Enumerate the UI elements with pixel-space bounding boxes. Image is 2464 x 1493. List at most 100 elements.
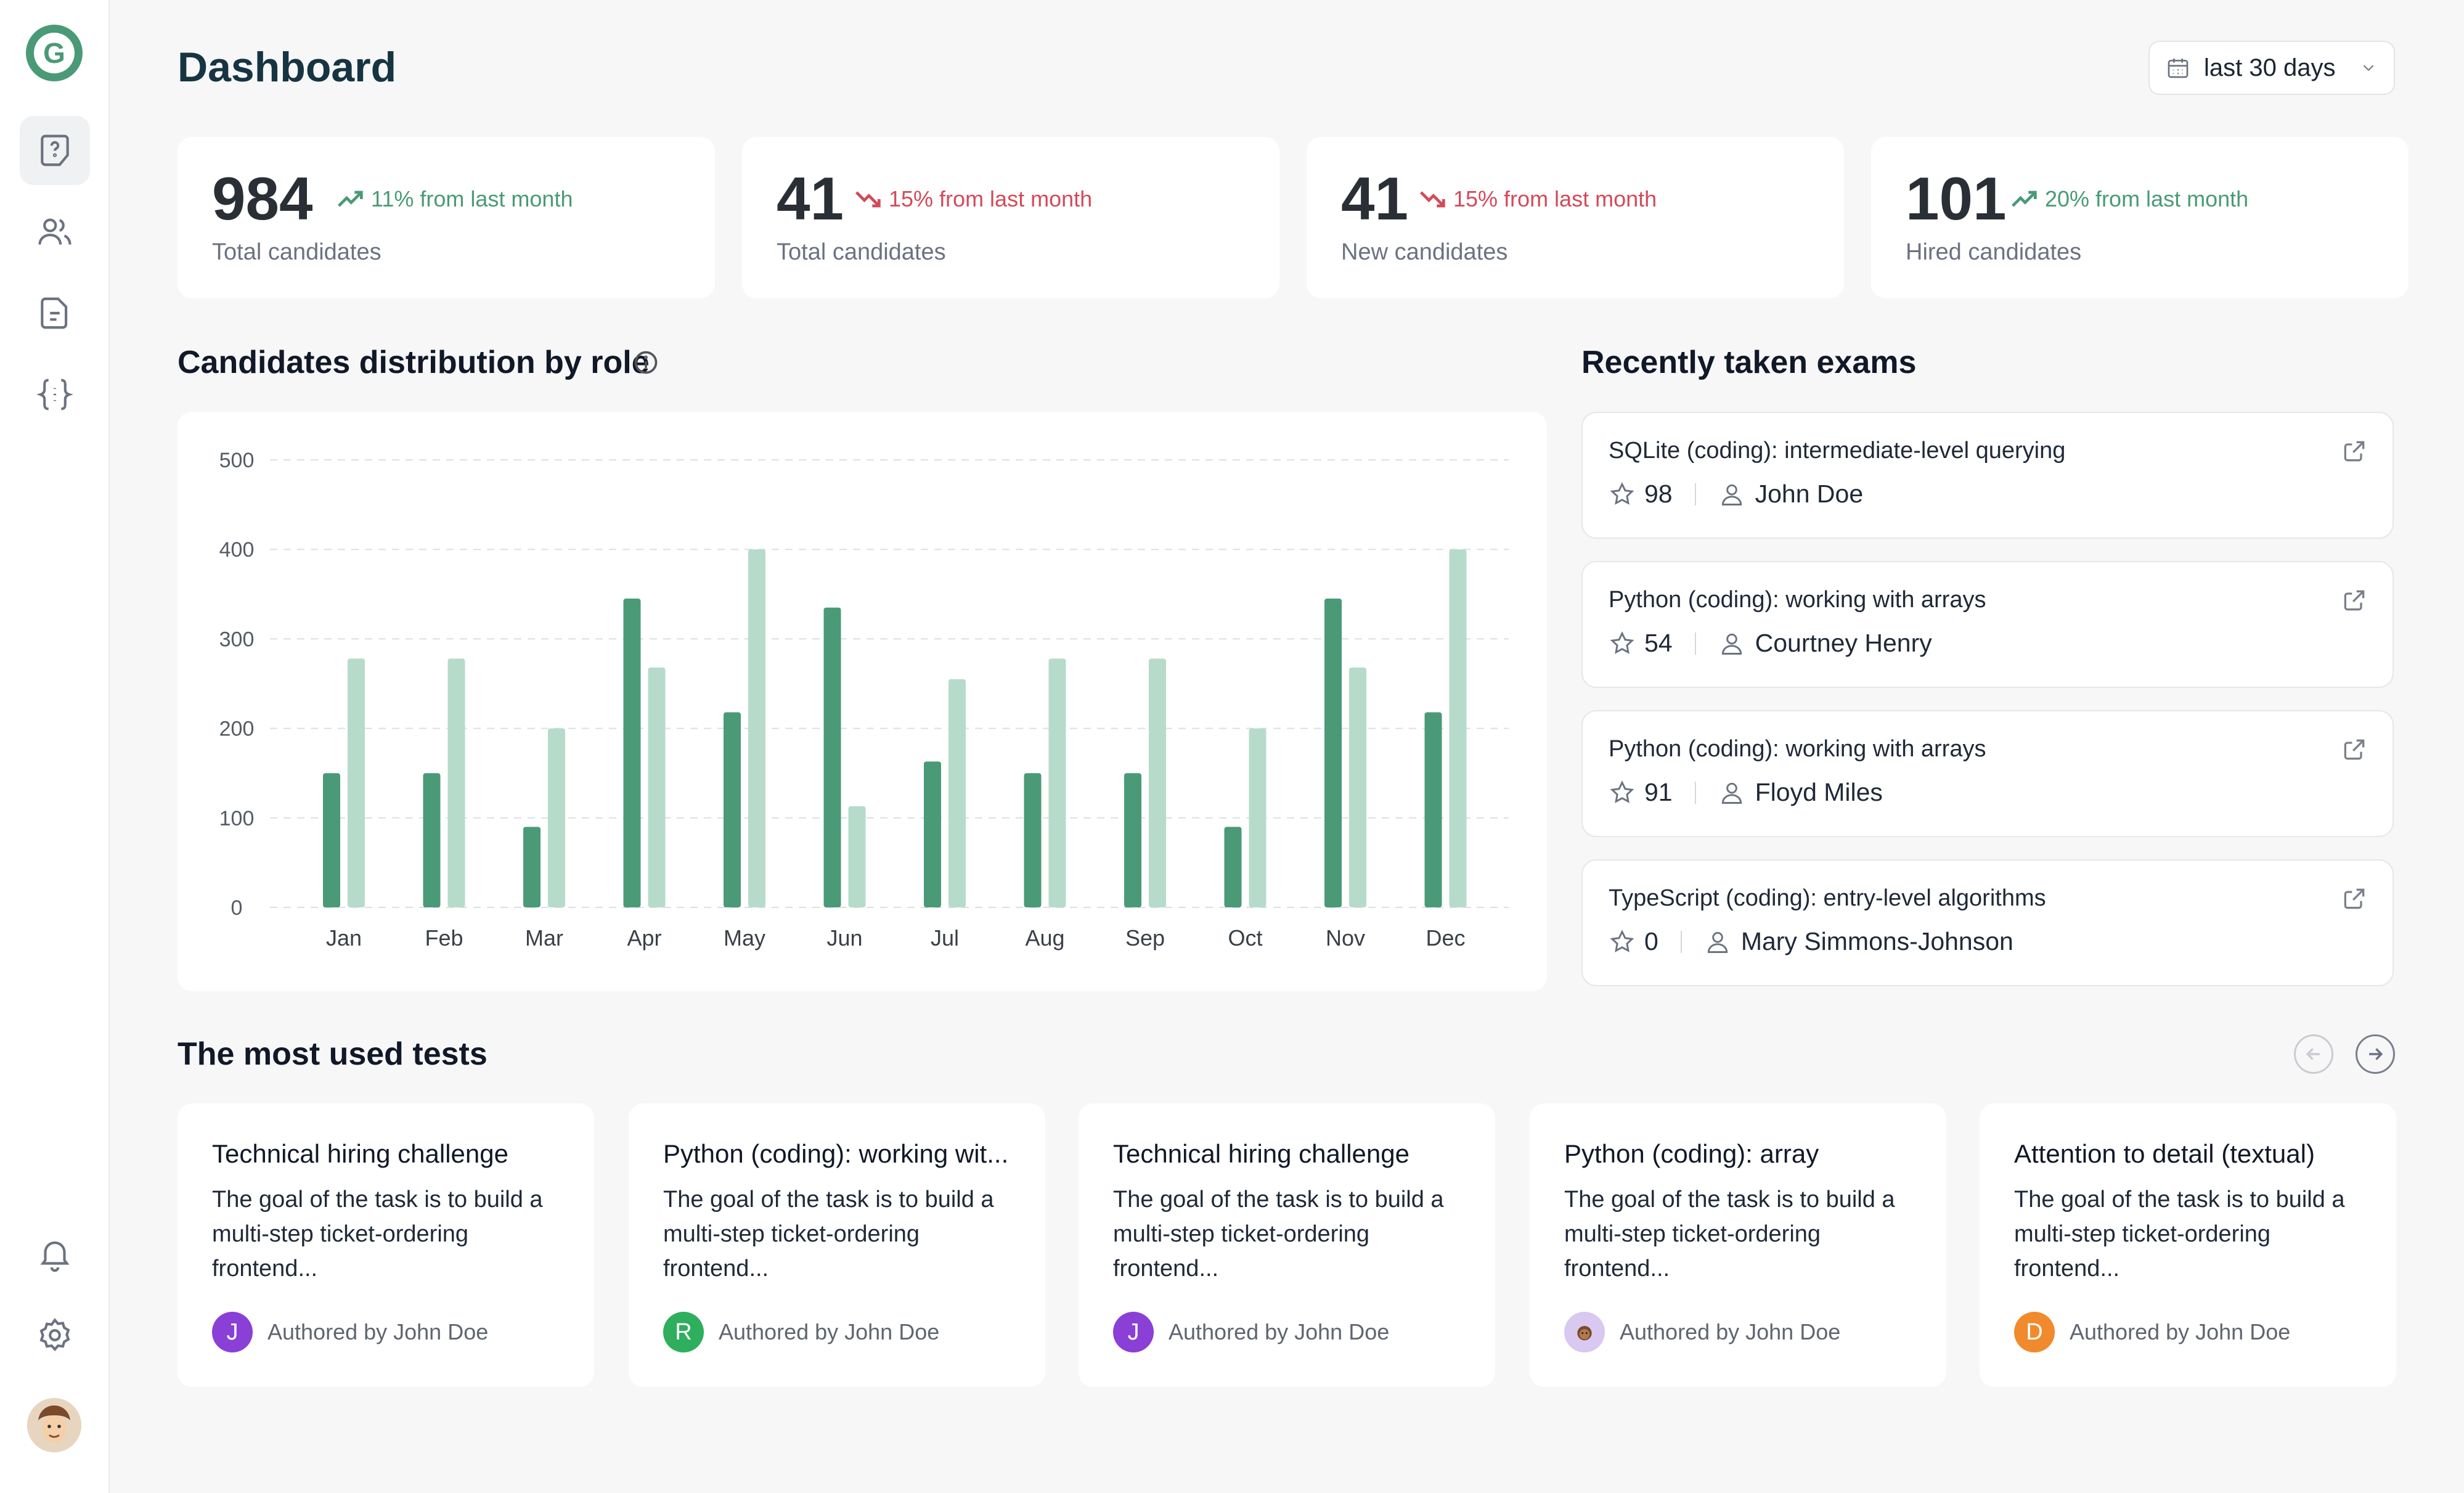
nav-candidates-button[interactable] bbox=[20, 197, 90, 266]
x-tick-label: Feb bbox=[425, 925, 463, 951]
open-exam-button[interactable] bbox=[2341, 885, 2368, 912]
bar bbox=[1449, 549, 1467, 907]
carousel-next-button[interactable] bbox=[2356, 1034, 2395, 1074]
chevron-down-icon bbox=[2363, 65, 2374, 72]
app-logo[interactable]: G bbox=[26, 25, 83, 81]
carousel-prev-button[interactable] bbox=[2294, 1034, 2333, 1074]
external-link-icon bbox=[2344, 590, 2365, 611]
user-portrait-icon bbox=[27, 1398, 81, 1452]
bar bbox=[348, 658, 365, 907]
x-tick-label: May bbox=[724, 925, 765, 951]
user-icon bbox=[1721, 782, 1742, 804]
external-link-icon bbox=[2344, 888, 2365, 909]
sidebar: G bbox=[0, 0, 110, 1493]
nav-tests-button[interactable] bbox=[20, 279, 90, 348]
star-icon bbox=[1610, 780, 1634, 803]
bar bbox=[823, 607, 841, 907]
exam-meta: 98 John Doe bbox=[1609, 480, 1863, 509]
test-description: The goal of the task is to build a multi… bbox=[1113, 1187, 1444, 1282]
external-link-icon bbox=[2344, 739, 2365, 760]
notifications-button[interactable] bbox=[20, 1219, 90, 1288]
chart-card: 0 100 200 300 400 500 Jan Feb Mar Apr May Jun Jul Aug… bbox=[177, 412, 1547, 991]
info-icon[interactable] bbox=[632, 349, 659, 376]
test-card[interactable]: Python (coding): working wit... The goal… bbox=[629, 1103, 1045, 1387]
divider bbox=[1694, 781, 1696, 804]
bar bbox=[548, 728, 565, 907]
stat-value: 984 bbox=[212, 165, 313, 232]
date-range-select[interactable]: last 30 days bbox=[2148, 41, 2395, 95]
trend-up-icon bbox=[337, 190, 363, 207]
user-icon bbox=[1721, 484, 1742, 505]
bar bbox=[648, 667, 666, 907]
exam-card[interactable]: Python (coding): working with arrays 91 … bbox=[1581, 710, 2394, 837]
y-tick-label: 0 bbox=[231, 896, 243, 920]
exam-card[interactable]: Python (coding): working with arrays 54 … bbox=[1581, 561, 2394, 688]
test-title: Technical hiring challenge bbox=[212, 1139, 508, 1168]
test-author: Authored by John Doe bbox=[1564, 1312, 1840, 1352]
author-avatar: J bbox=[212, 1312, 253, 1352]
open-exam-button[interactable] bbox=[2341, 587, 2368, 614]
nav-help-button[interactable] bbox=[20, 116, 90, 185]
test-card[interactable]: Technical hiring challenge The goal of t… bbox=[177, 1103, 594, 1387]
open-exam-button[interactable] bbox=[2341, 736, 2368, 763]
most-used-title: The most used tests bbox=[177, 1036, 487, 1072]
test-author: J Authored by John Doe bbox=[1113, 1312, 1389, 1352]
arrow-left-icon bbox=[2306, 1048, 2320, 1060]
divider bbox=[1680, 930, 1682, 953]
stat-label: Total candidates bbox=[777, 239, 946, 265]
stat-card: 101 20% from last month Hired candidates bbox=[1871, 137, 2409, 298]
exam-score: 54 bbox=[1644, 629, 1673, 657]
bar bbox=[423, 773, 441, 907]
test-card[interactable]: Attention to detail (textual) The goal o… bbox=[1980, 1103, 2396, 1387]
chart-title: Candidates distribution by role bbox=[177, 345, 650, 380]
bar bbox=[1249, 728, 1267, 907]
bar bbox=[848, 806, 866, 907]
person-photo-icon bbox=[1577, 1326, 1592, 1341]
nav-code-button[interactable] bbox=[20, 360, 90, 429]
user-avatar[interactable] bbox=[27, 1398, 81, 1452]
bar bbox=[1149, 658, 1166, 907]
exam-card[interactable]: TypeScript (coding): entry-level algorit… bbox=[1581, 859, 2394, 986]
trend-up-icon bbox=[2011, 190, 2037, 207]
x-tick-label: Jan bbox=[326, 925, 362, 951]
date-range-value: last 30 days bbox=[2204, 54, 2336, 81]
open-exam-button[interactable] bbox=[2341, 438, 2368, 465]
test-card[interactable]: Python (coding): array The goal of the t… bbox=[1530, 1103, 1946, 1387]
settings-button[interactable] bbox=[20, 1301, 90, 1370]
exam-candidate: Mary Simmons-Johnson bbox=[1740, 927, 2013, 955]
y-tick-label: 300 bbox=[219, 628, 255, 651]
test-author: R Authored by John Doe bbox=[663, 1312, 939, 1352]
stat-value: 101 bbox=[1906, 165, 2007, 232]
author-avatar: R bbox=[663, 1312, 704, 1352]
stat-trend: 20% from last month bbox=[2010, 186, 2248, 212]
divider bbox=[1694, 632, 1696, 655]
bell-icon bbox=[40, 1241, 70, 1272]
author-label: Authored by John Doe bbox=[2070, 1319, 2291, 1344]
test-description: The goal of the task is to build a multi… bbox=[212, 1187, 543, 1282]
author-label: Authored by John Doe bbox=[1169, 1319, 1390, 1344]
bar bbox=[1224, 827, 1242, 907]
star-icon bbox=[1610, 631, 1634, 654]
test-card[interactable]: Technical hiring challenge The goal of t… bbox=[1079, 1103, 1495, 1387]
x-tick-label: Aug bbox=[1025, 925, 1064, 951]
exam-score: 98 bbox=[1644, 480, 1673, 508]
author-avatar: D bbox=[2014, 1312, 2055, 1352]
exam-card[interactable]: SQLite (coding): intermediate-level quer… bbox=[1581, 412, 2394, 539]
stat-value: 41 bbox=[1341, 165, 1409, 232]
bar bbox=[1024, 773, 1042, 907]
logo-letter: G bbox=[34, 33, 75, 73]
x-tick-label: Nov bbox=[1326, 925, 1365, 951]
exam-candidate: Courtney Henry bbox=[1755, 629, 1932, 657]
test-description: The goal of the task is to build a multi… bbox=[663, 1187, 994, 1282]
x-tick-label: Dec bbox=[1426, 925, 1465, 951]
question-file-icon bbox=[41, 134, 69, 166]
author-avatar: J bbox=[1113, 1312, 1154, 1352]
x-tick-label: Sep bbox=[1125, 925, 1165, 951]
arrow-right-icon bbox=[2369, 1048, 2383, 1060]
exam-title: Python (coding): working with arrays bbox=[1609, 587, 1986, 613]
bar bbox=[447, 658, 465, 907]
test-title: Python (coding): working wit... bbox=[663, 1139, 1009, 1168]
y-tick-label: 200 bbox=[219, 718, 255, 741]
user-icon bbox=[1707, 931, 1728, 953]
bar bbox=[724, 712, 741, 907]
